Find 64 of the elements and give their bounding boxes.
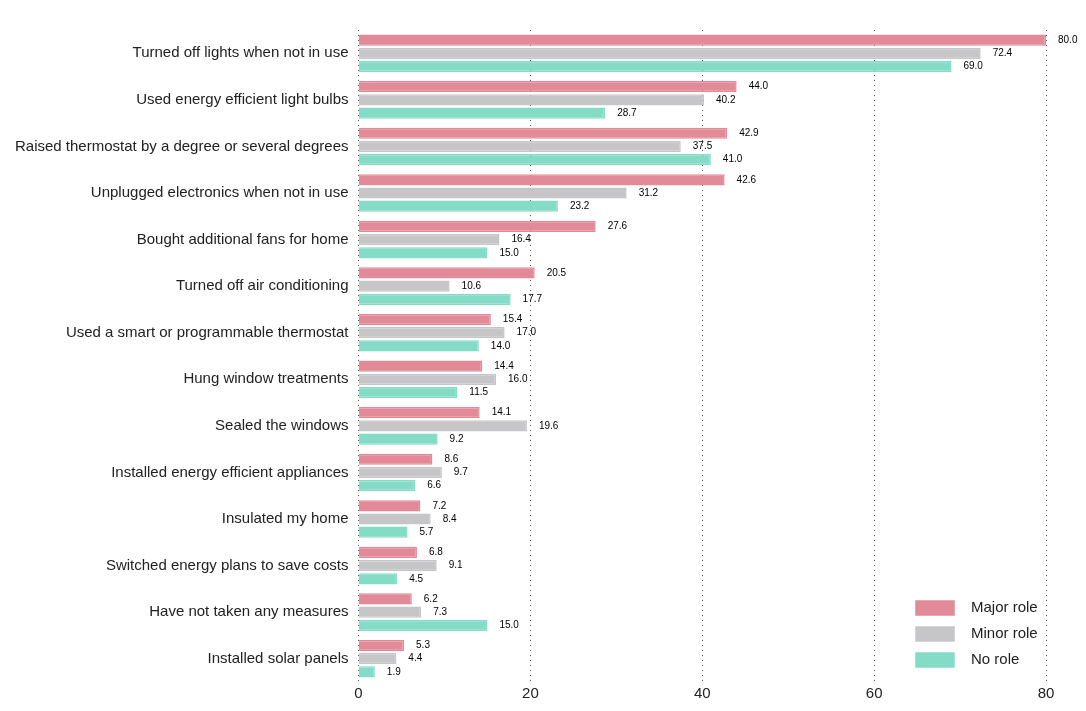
- data-label: 31.2: [638, 186, 659, 198]
- data-label: 19.6: [538, 419, 559, 431]
- data-label: 72.4: [992, 47, 1013, 59]
- data-label: 17.0: [516, 326, 537, 338]
- y-tick-label: Bought additional fans for home: [136, 229, 349, 247]
- y-tick-label: Raised thermostat by a degree or several degrees: [15, 136, 349, 154]
- data-label: 11.5: [469, 386, 489, 398]
- data-label: 14.0: [490, 339, 511, 351]
- y-tick-label: Used a smart or programmable thermostat: [65, 322, 350, 340]
- data-label: 44.0: [748, 80, 769, 92]
- data-label: 10.6: [461, 279, 482, 291]
- data-label: 9.2: [449, 432, 464, 444]
- y-tick-label: Installed solar panels: [207, 648, 349, 666]
- data-label: 4.4: [408, 652, 423, 664]
- data-label: 42.6: [736, 173, 757, 185]
- data-label: 7.2: [432, 499, 447, 511]
- data-label: 16.4: [511, 233, 532, 245]
- y-tick-label: Used energy efficient light bulbs: [136, 90, 349, 107]
- y-tick-label: Sealed the windows: [215, 416, 349, 433]
- y-tick-label: Installed energy efficient appliances: [111, 462, 349, 480]
- data-label: 40.2: [715, 93, 736, 105]
- data-label: 8.4: [442, 512, 458, 524]
- x-tick-label: 20: [522, 684, 539, 702]
- data-label: 42.9: [739, 126, 760, 138]
- data-label: 6.6: [427, 479, 442, 491]
- data-label: 15.4: [502, 313, 523, 325]
- data-label: 5.3: [416, 639, 431, 651]
- data-label: 8.6: [444, 452, 459, 464]
- data-label: 14.1: [491, 406, 512, 418]
- data-label: 4.5: [409, 572, 424, 584]
- data-label: 28.7: [617, 106, 638, 118]
- data-label: 9.1: [448, 559, 464, 571]
- data-label: 16.0: [508, 373, 528, 385]
- data-label: 15.0: [499, 619, 520, 631]
- y-tick-label: Insulated my home: [221, 509, 349, 527]
- data-label: 14.4: [494, 359, 515, 371]
- y-tick-label: Turned off lights when not in use: [132, 43, 349, 61]
- data-label: 1.9: [386, 665, 402, 677]
- data-label: 6.2: [423, 592, 439, 604]
- y-tick-label: Switched energy plans to save costs: [105, 555, 349, 573]
- y-tick-label: Turned off air conditioning: [175, 276, 349, 294]
- data-label: 41.0: [722, 153, 743, 165]
- y-tick-label: Unplugged electronics when not in use: [90, 183, 349, 201]
- data-label: 15.0: [499, 246, 520, 258]
- x-tick-label: 0: [354, 684, 363, 702]
- data-label: 69.0: [963, 60, 984, 72]
- legend-label: Minor role: [971, 624, 1038, 642]
- legend-label: No role: [971, 650, 1020, 668]
- x-tick-label: 40: [693, 684, 711, 702]
- data-label: 80.0: [1058, 33, 1078, 45]
- data-label: 37.5: [692, 140, 713, 152]
- x-tick-label: 60: [865, 684, 883, 702]
- data-label: 20.5: [546, 266, 567, 278]
- data-label: 23.2: [569, 199, 590, 211]
- data-label: 27.6: [607, 220, 628, 232]
- data-label: 9.7: [453, 466, 469, 478]
- x-tick-label: 80: [1037, 684, 1055, 702]
- data-label: 17.7: [522, 293, 543, 305]
- data-label: 7.3: [433, 605, 448, 617]
- data-label: 6.8: [428, 546, 444, 558]
- data-label: 5.7: [419, 525, 434, 537]
- y-tick-label: Hung window treatments: [183, 369, 349, 387]
- legend-label: Major role: [971, 598, 1038, 616]
- y-tick-label: Have not taken any measures: [149, 602, 349, 620]
